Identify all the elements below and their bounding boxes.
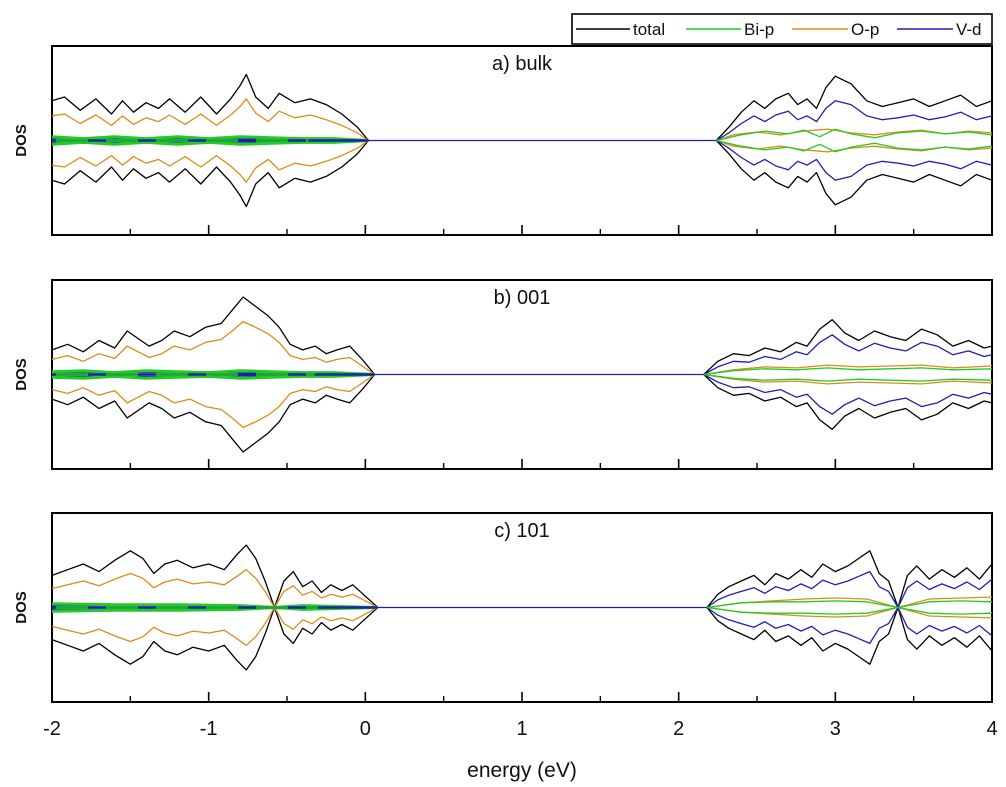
panel-title: a) bulk <box>492 53 553 75</box>
series-o-p-down <box>51 606 379 646</box>
x-tick-label: 0 <box>360 718 371 740</box>
y-axis-title: DOS <box>13 124 30 157</box>
series-total-down <box>51 606 379 671</box>
series-total-down <box>51 140 369 208</box>
series-total-up <box>715 75 993 141</box>
legend-label: V-d <box>956 20 982 39</box>
series-v-d-up <box>715 100 993 142</box>
series-o-p-up <box>51 569 379 609</box>
series-total-up <box>51 296 376 375</box>
panel-title: b) 001 <box>494 287 551 309</box>
panel-title: c) 101 <box>494 520 550 542</box>
y-axis-title: DOS <box>13 591 30 624</box>
series-bi-p-down <box>706 606 993 615</box>
legend-label: Bi-p <box>744 20 774 39</box>
series-bi-p-up <box>716 128 993 142</box>
series-o-p-down <box>703 373 993 385</box>
series-o-p-up <box>703 364 993 376</box>
series-bi-p-down <box>51 373 375 380</box>
series-v-d-up <box>703 334 993 376</box>
series-v-d-up <box>706 570 993 609</box>
series-total-up <box>51 544 379 609</box>
x-tick-label: -1 <box>200 718 218 740</box>
series-v-d-down <box>715 139 993 181</box>
series-total-up <box>706 550 993 609</box>
series-bi-p-down <box>51 606 378 613</box>
series-bi-p-down <box>716 139 993 153</box>
x-tick-labels: -2 -1 0 1 2 3 4 <box>43 718 997 740</box>
series-bi-p-up <box>51 602 378 609</box>
series-bi-p-down <box>51 139 369 146</box>
x-axis-title: energy (eV) <box>467 759 577 782</box>
legend-item: O-p <box>792 20 879 39</box>
x-tick-label: 1 <box>516 718 527 740</box>
series-bi-p-up <box>51 369 375 376</box>
series-total-up <box>703 319 993 375</box>
series-o-p-up <box>51 320 376 376</box>
series-total-down <box>715 140 993 206</box>
x-tick-label: -2 <box>43 718 61 740</box>
series-total-down <box>51 374 376 453</box>
y-axis-title: DOS <box>13 358 30 391</box>
series-o-p-down <box>51 139 369 183</box>
panel-3: c) 101 DOS <box>13 512 993 703</box>
series-bi-p-down <box>703 373 993 382</box>
legend-label: total <box>633 20 665 39</box>
legend-item: Bi-p <box>686 20 774 39</box>
series-v-d-down <box>703 373 993 415</box>
legend: total Bi-p O-p V-d <box>571 13 993 45</box>
series-total-up <box>51 73 369 141</box>
series-bi-p-up <box>703 367 993 376</box>
series-o-p-up <box>51 98 369 142</box>
x-tick-label: 3 <box>830 718 841 740</box>
panels-group: a) bulk DOS b) 001 DOS c) 101 DOS <box>13 45 993 703</box>
panel-2: b) 001 DOS <box>13 279 993 470</box>
legend-label: O-p <box>851 20 879 39</box>
series-total-down <box>706 606 993 665</box>
panel-1: a) bulk DOS <box>13 45 993 236</box>
series-bi-p-up <box>706 600 993 609</box>
series-total-down <box>703 374 993 430</box>
x-tick-label: 4 <box>986 718 997 740</box>
legend-item: total <box>576 20 665 39</box>
series-bi-p-up <box>51 135 369 142</box>
legend-item: V-d <box>897 20 982 39</box>
series-o-p-down <box>51 373 376 429</box>
series-v-d-down <box>706 606 993 645</box>
x-tick-label: 2 <box>673 718 684 740</box>
